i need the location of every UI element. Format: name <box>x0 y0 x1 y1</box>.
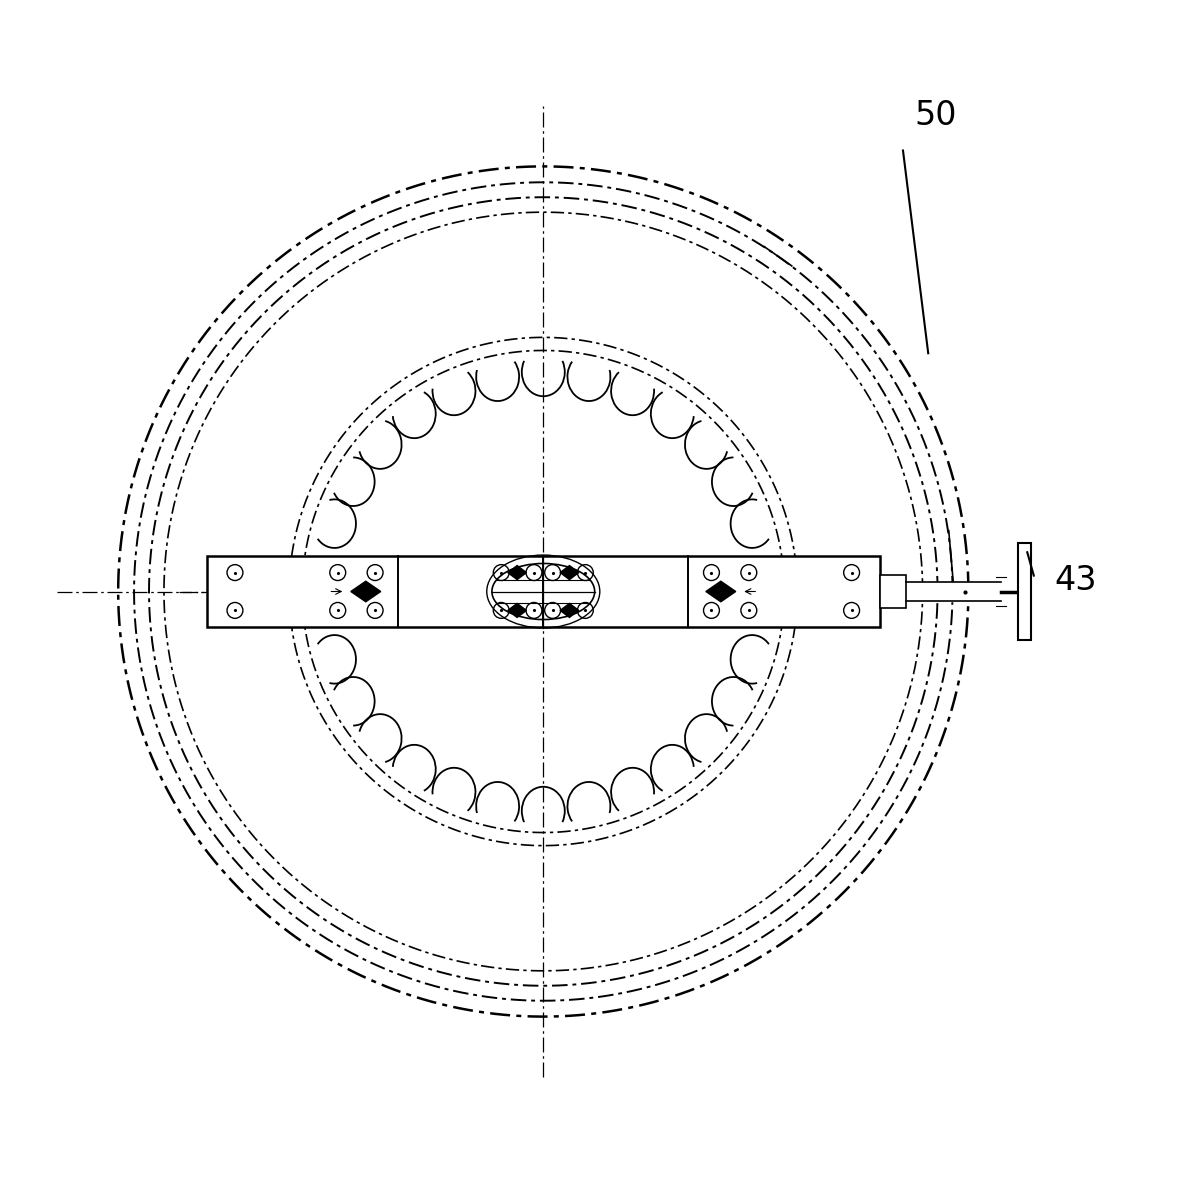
Text: 43: 43 <box>1055 564 1097 596</box>
Polygon shape <box>560 565 578 580</box>
Polygon shape <box>560 603 578 618</box>
Bar <box>206 556 879 627</box>
Text: 50: 50 <box>914 98 957 131</box>
Polygon shape <box>706 581 736 602</box>
Polygon shape <box>507 565 526 580</box>
Bar <box>879 575 906 608</box>
Polygon shape <box>350 581 381 602</box>
Bar <box>1018 543 1030 640</box>
Polygon shape <box>507 603 526 618</box>
